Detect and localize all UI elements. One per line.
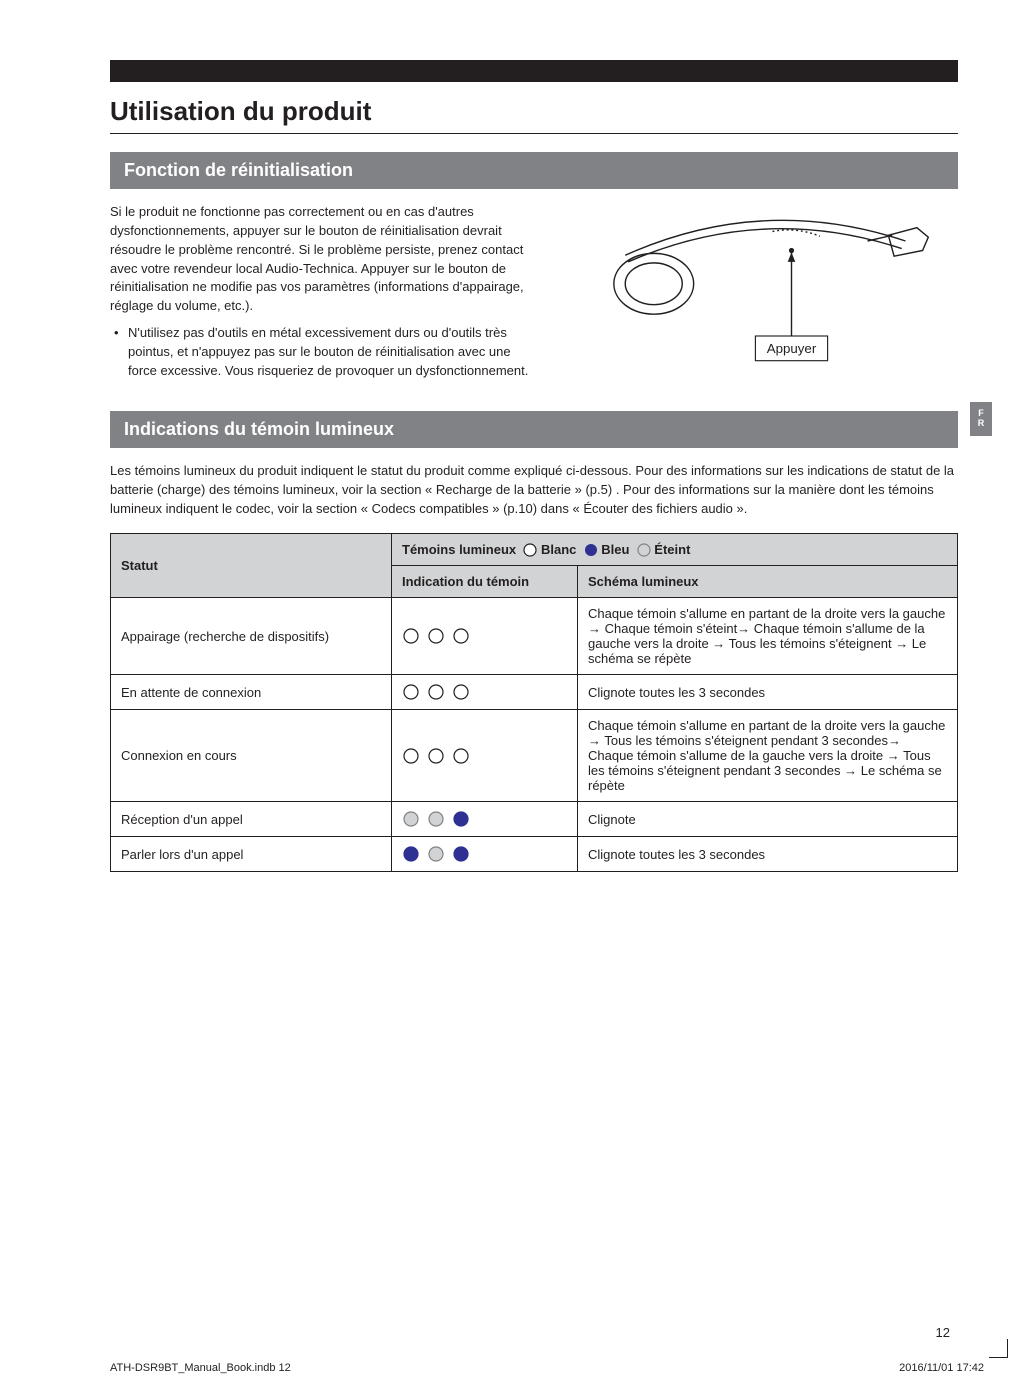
page-number: 12 [936,1325,950,1340]
indication-cell [392,675,578,710]
led-dot-icon [427,747,445,765]
indication-cell [392,802,578,837]
top-black-band [110,60,958,82]
table-row: Réception d'un appel Clignote [111,802,958,837]
section1-para: Si le produit ne fonctionne pas correcte… [110,203,540,316]
led-dot-icon [427,845,445,863]
table-row: Parler lors d'un appel Clignote toutes l… [111,837,958,872]
section1-header: Fonction de réinitialisation [110,152,958,189]
status-cell: Réception d'un appel [111,802,392,837]
indication-cell [392,837,578,872]
col-indication-header: Indication du témoin [392,566,578,598]
scheme-cell: Chaque témoin s'allume en partant de la … [578,598,958,675]
status-cell: Connexion en cours [111,710,392,802]
status-cell: En attente de connexion [111,675,392,710]
led-dot-icon [452,810,470,828]
led-dot-icon [402,845,420,863]
table-row: Statut Témoins lumineux Blanc Bleu Étein… [111,533,958,566]
section1-diagram: Appuyer [568,203,958,393]
bullet-dot: • [114,324,128,381]
scheme-cell: Clignote toutes les 3 secondes [578,675,958,710]
scheme-cell: Clignote [578,802,958,837]
led-dot-icon [427,810,445,828]
led-dot-icon [402,683,420,701]
legend-white-label: Blanc [541,542,576,557]
led-table: Statut Témoins lumineux Blanc Bleu Étein… [110,533,958,873]
led-dot-icon [452,683,470,701]
led-dot-icon [427,627,445,645]
led-dot-icon [452,747,470,765]
led-dot-icon [402,627,420,645]
indication-cell [392,598,578,675]
led-dot-icon [402,747,420,765]
headphone-diagram-icon: Appuyer [573,203,953,393]
section2-intro: Les témoins lumineux du produit indiquen… [110,462,958,519]
table-row: En attente de connexion Clignote toutes … [111,675,958,710]
table-row: Appairage (recherche de dispositifs) Cha… [111,598,958,675]
indication-cell [392,710,578,802]
section1-text: Si le produit ne fonctionne pas correcte… [110,203,540,393]
crop-mark-icon [989,1339,1008,1358]
bullet-text: N'utilisez pas d'outils en métal excessi… [128,324,540,381]
language-tab: FR [970,402,992,436]
led-dot-icon [452,627,470,645]
section2-header: Indications du témoin lumineux [110,411,958,448]
col-status-header: Statut [111,533,392,598]
title-rule [110,133,958,134]
legend-header: Témoins lumineux Blanc Bleu Éteint [392,533,958,566]
led-dot-icon [402,810,420,828]
status-cell: Parler lors d'un appel [111,837,392,872]
legend-prefix: Témoins lumineux [402,542,516,557]
led-dot-icon [427,683,445,701]
diagram-label: Appuyer [767,341,817,356]
footer-left: ATH-DSR9BT_Manual_Book.indb 12 [110,1362,291,1374]
legend-blue-label: Bleu [601,542,629,557]
status-cell: Appairage (recherche de dispositifs) [111,598,392,675]
table-row: Connexion en cours Chaque témoin s'allum… [111,710,958,802]
scheme-cell: Chaque témoin s'allume en partant de la … [578,710,958,802]
scheme-cell: Clignote toutes les 3 secondes [578,837,958,872]
section1-bullet: • N'utilisez pas d'outils en métal exces… [114,324,540,381]
section1-body: Si le produit ne fonctionne pas correcte… [110,203,958,393]
legend-off-icon [637,543,651,557]
page: Utilisation du produit Fonction de réini… [0,0,1028,1394]
col-scheme-header: Schéma lumineux [578,566,958,598]
footer-right: 2016/11/01 17:42 [899,1362,984,1374]
legend-off-label: Éteint [654,542,690,557]
page-title: Utilisation du produit [110,96,958,127]
led-dot-icon [452,845,470,863]
legend-white-icon [523,543,537,557]
legend-blue-icon [584,543,598,557]
